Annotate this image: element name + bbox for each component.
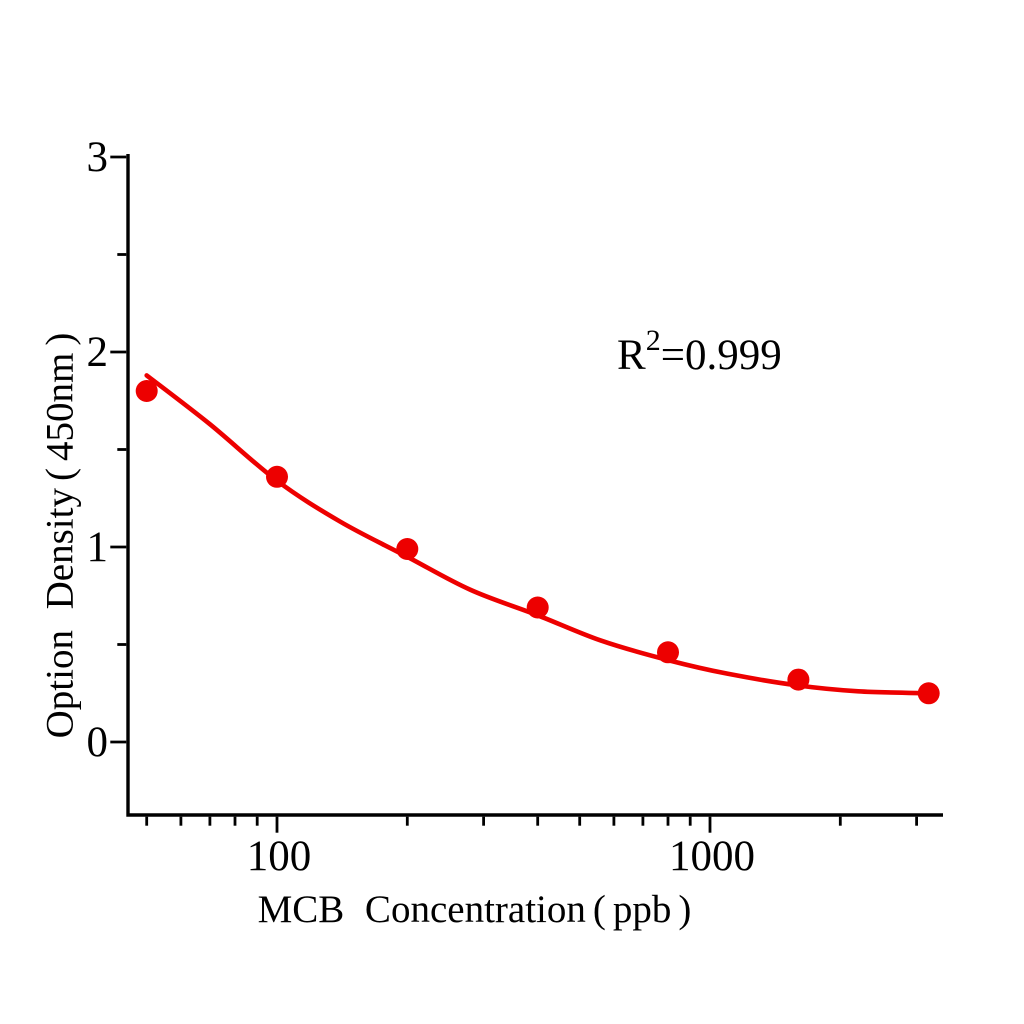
data-point [396,538,419,560]
data-point [917,682,940,705]
data-point [787,668,810,691]
data-point [266,465,288,488]
r-squared-exponent: 2 [645,324,661,358]
axes-spines [126,154,943,817]
r-squared-annotation: R2=0.999 [617,326,782,379]
x-axis-title: MCB Concentration(ppb) [257,888,692,931]
x-tick-label: 100 [247,833,312,880]
y-axis-title: Option Density(450nm) [38,332,82,739]
y-tick-label: 1 [87,524,109,571]
r-squared-value: =0.999 [660,332,782,379]
data-point [135,380,158,402]
y-tick-label: 2 [87,329,109,376]
y-tick-label: 3 [87,134,109,181]
y-tick-label: 0 [87,719,109,766]
data-point [526,596,549,619]
r-squared-base: R [617,332,646,379]
x-tick-label: 1000 [669,833,755,880]
data-point [657,641,679,664]
fit-curve [144,373,931,696]
